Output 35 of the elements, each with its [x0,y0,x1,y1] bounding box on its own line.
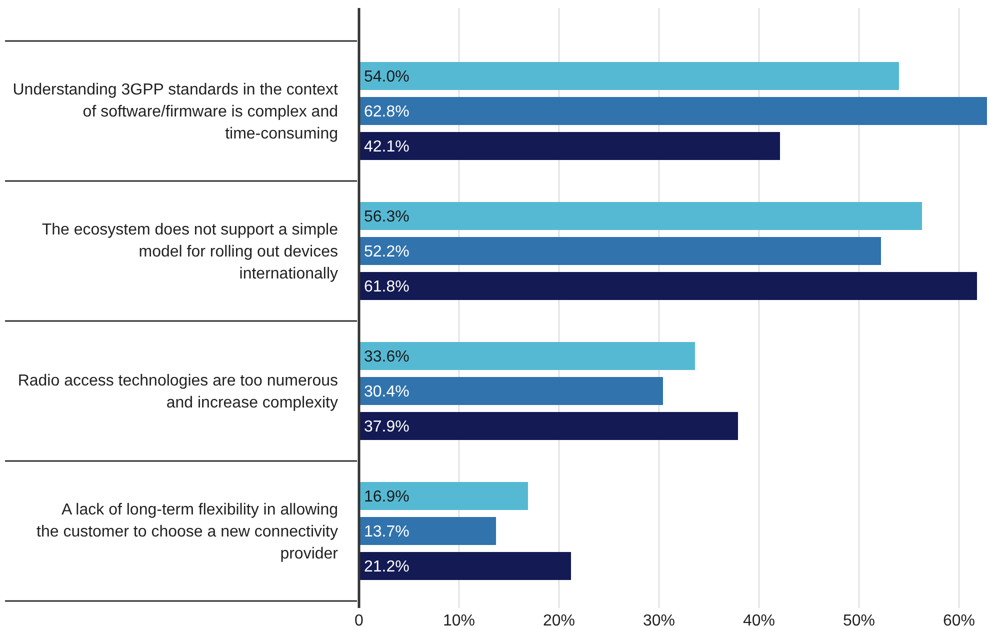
bar [359,237,881,265]
bar [359,517,496,545]
x-tick-label: 20% [542,612,576,629]
bar [359,552,571,580]
x-tick-label: 60% [942,612,976,629]
bar [359,62,899,90]
x-tick-label: 50% [842,612,876,629]
bar [359,412,738,440]
x-tick-label: 10% [442,612,476,629]
data-label: 30.4% [364,384,410,401]
data-label: 56.3% [364,208,410,226]
data-label: 13.7% [364,524,410,541]
x-tick-label: 30% [642,612,676,629]
bar [359,97,987,125]
data-label: 62.8% [364,104,410,121]
bar [359,202,922,230]
data-label: 52.2% [364,244,410,261]
bar [359,342,695,370]
bar [359,482,528,510]
x-tick-label: 0 [354,612,364,629]
data-label: 54.0% [364,68,410,86]
x-tick-label: 40% [742,612,776,629]
data-label: 33.6% [364,348,410,366]
y-tick-label: A lack of long-term flexibility in allowing the customer to choose a new connectivity provider [36,502,339,563]
bar [359,272,977,300]
data-label: 16.9% [364,488,410,506]
bar [359,377,663,405]
y-tick-label: The ecosystem does not support a simple model for rolling out devices internationally [42,222,338,283]
y-tick-label: Radio access technologies are too numerous and increase complexity [18,372,338,412]
data-label: 21.2% [364,558,410,576]
data-label: 61.8% [364,278,410,296]
bar [359,132,780,160]
y-tick-label: Understanding 3GPP standards in the context of software/firmware is complex and time-consuming [12,82,339,143]
data-label: 42.1% [364,138,410,156]
data-label: 37.9% [364,418,410,436]
